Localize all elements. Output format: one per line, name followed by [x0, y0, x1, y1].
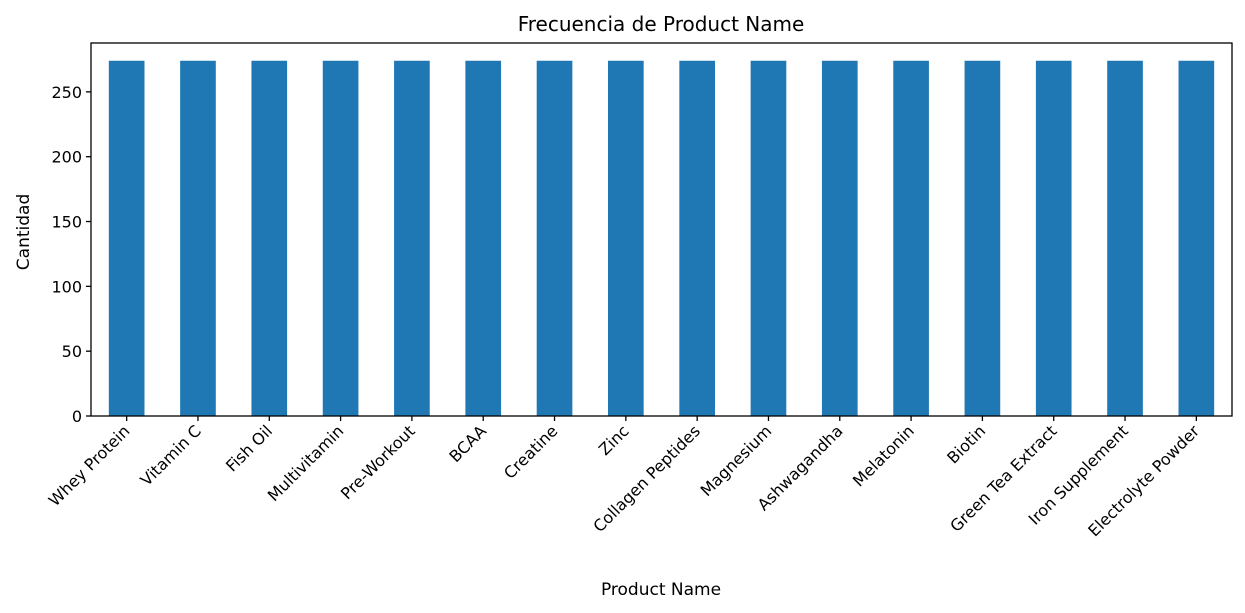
bar [108, 60, 145, 417]
x-tick-label: Creatine [500, 421, 561, 482]
bar [536, 60, 573, 417]
bar [893, 60, 929, 417]
y-tick-label: 0 [72, 407, 82, 426]
x-axis: Whey Protein Vitamin C Fish OilMultivitami… [45, 416, 1203, 540]
bar [679, 60, 715, 417]
bar [465, 60, 502, 417]
bar [180, 60, 216, 417]
bar [394, 60, 430, 417]
x-tick-label: Zinc [595, 421, 633, 459]
y-tick-label: 150 [51, 213, 82, 232]
bar [1107, 60, 1143, 417]
x-tick-label: Multivitamin [264, 421, 348, 505]
x-tick-label: Fish Oil [222, 421, 276, 475]
bar [1178, 60, 1215, 417]
x-tick-label: Melatonin [849, 421, 918, 490]
bar [251, 60, 288, 417]
bar [964, 60, 1001, 417]
bar [608, 60, 644, 417]
x-tick-label: Pre-Workout [337, 421, 419, 503]
x-tick-label: Biotin [943, 421, 989, 467]
bars-group [108, 60, 1215, 417]
bar [750, 60, 787, 417]
x-axis-label: Product Name [601, 580, 721, 600]
bar [821, 60, 858, 417]
y-tick-label: 200 [51, 148, 82, 167]
y-axis: 0 50 100 150 200 250 [51, 83, 91, 426]
plot-frame [90, 42, 1233, 417]
x-tick-label: Vitamin C [137, 421, 205, 489]
x-tick-label: Magnesium [697, 421, 776, 500]
bar [322, 60, 359, 417]
y-tick-label: 50 [62, 342, 82, 361]
y-tick-label: 250 [51, 83, 82, 102]
x-tick-label: BCAA [445, 421, 490, 466]
y-tick-label: 100 [51, 277, 82, 296]
chart-title: Frecuencia de Product Name [518, 12, 805, 36]
x-tick-label: Whey Protein [45, 421, 134, 510]
y-axis-label: Cantidad [14, 194, 34, 270]
bar [1035, 60, 1072, 417]
